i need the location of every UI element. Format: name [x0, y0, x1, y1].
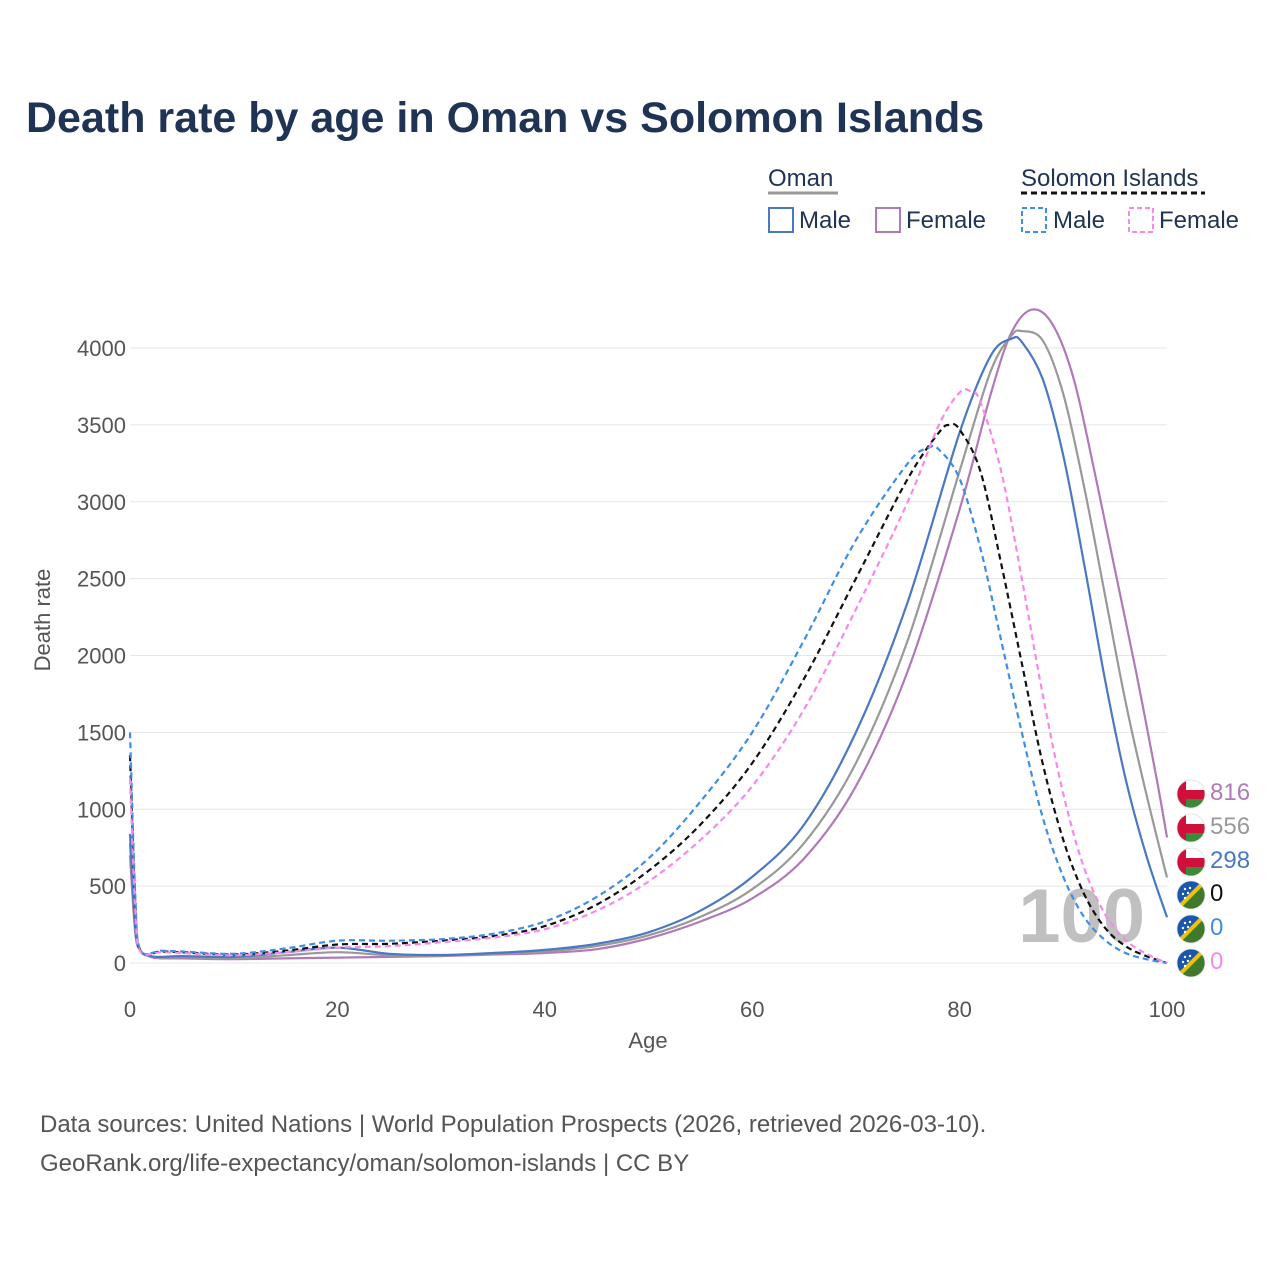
legend-oman-female-swatch [875, 207, 901, 233]
legend: Oman Male Female Solomon Islands Male Fe… [768, 165, 1239, 234]
end-label-value: 0 [1210, 948, 1223, 975]
series-line-solomon-islands-male [128, 444, 1168, 965]
legend-solomon-female-swatch [1128, 207, 1154, 233]
legend-oman-male-swatch [768, 207, 794, 233]
x-tick-label: 60 [740, 997, 764, 1022]
source-line-2: GeoRank.org/life-expectancy/oman/solomon… [40, 1150, 689, 1177]
x-tick-label: 0 [124, 997, 136, 1022]
x-tick-label: 80 [947, 997, 971, 1022]
oman-flag-icon [1176, 847, 1206, 877]
y-tick-label: 2500 [77, 567, 126, 592]
x-axis-ticks: 0 20 40 60 80 100 [124, 997, 1185, 1022]
oman-flag-icon [1176, 813, 1206, 843]
x-tick-label: 100 [1149, 997, 1186, 1022]
y-tick-label: 3000 [77, 490, 126, 515]
end-labels: 816 556 298 0 0 0 [1176, 779, 1250, 978]
end-label-value: 298 [1210, 847, 1250, 874]
end-label-value: 0 [1210, 880, 1223, 907]
solomon-islands-flag-icon [1176, 914, 1206, 944]
source-line-1: Data sources: United Nations | World Pop… [40, 1111, 986, 1138]
series-line-oman-male [128, 335, 1169, 959]
series-lines [128, 308, 1169, 965]
y-tick-label: 2000 [77, 644, 126, 669]
legend-solomon-male-label: Male [1053, 207, 1105, 234]
y-tick-label: 500 [89, 874, 126, 899]
legend-oman-heading: Oman [768, 165, 833, 192]
end-label-value: 0 [1210, 914, 1223, 941]
end-label-value: 816 [1210, 779, 1250, 806]
y-tick-label: 3500 [77, 413, 126, 438]
legend-solomon-heading: Solomon Islands [1021, 165, 1198, 192]
oman-flag-icon [1176, 779, 1206, 809]
end-label-value: 556 [1210, 813, 1250, 840]
y-tick-label: 0 [114, 951, 126, 976]
x-tick-label: 20 [325, 997, 349, 1022]
y-tick-label: 1000 [77, 797, 126, 822]
x-tick-label: 40 [533, 997, 557, 1022]
series-line-solomon-islands-female [128, 388, 1168, 965]
solomon-islands-flag-icon [1176, 948, 1206, 978]
y-tick-label: 4000 [77, 336, 126, 361]
gridlines [130, 347, 1167, 964]
chart-title: Death rate by age in Oman vs Solomon Isl… [26, 94, 984, 142]
y-axis-ticks: 0 500 1000 1500 2000 2500 3000 3500 4000 [77, 336, 126, 976]
solomon-islands-flag-icon [1176, 880, 1206, 910]
legend-solomon-male-swatch [1021, 207, 1047, 233]
legend-oman-female-label: Female [906, 207, 986, 234]
legend-solomon-female-label: Female [1159, 207, 1239, 234]
y-axis-label: Death rate [30, 569, 55, 672]
series-line-oman-female [128, 308, 1169, 961]
legend-oman-male-label: Male [799, 207, 851, 234]
y-tick-label: 1500 [77, 720, 126, 745]
x-axis-label: Age [628, 1028, 667, 1053]
